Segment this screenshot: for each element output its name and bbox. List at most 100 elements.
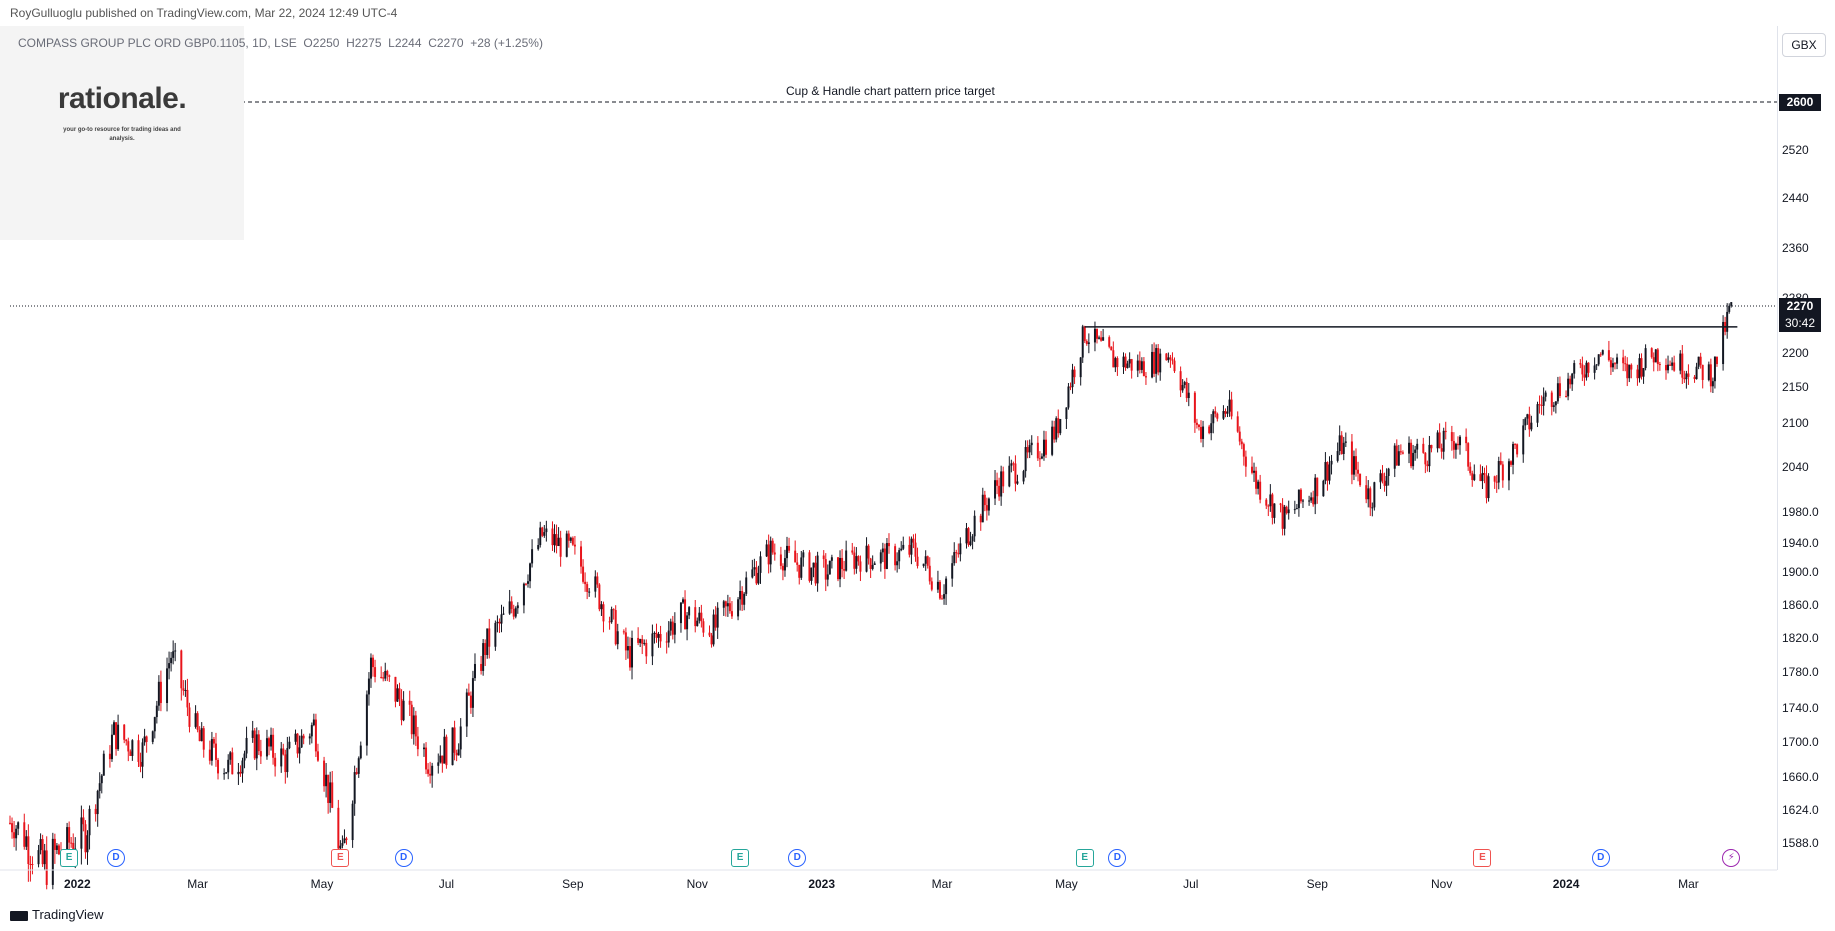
candle-body xyxy=(451,727,454,766)
candle-body xyxy=(1499,461,1502,465)
candle-body xyxy=(1216,413,1219,419)
candle-body xyxy=(700,612,703,622)
candle-body xyxy=(1169,357,1172,360)
candle-body xyxy=(1556,383,1559,402)
event-marker-earnings_neg[interactable]: E xyxy=(331,849,350,867)
candle-body xyxy=(427,769,430,774)
candle-body xyxy=(416,736,419,750)
price-tick-label: 1700.0 xyxy=(1782,735,1819,749)
candle-body xyxy=(771,540,774,553)
candle-body xyxy=(1059,419,1062,434)
candle-body xyxy=(743,593,746,605)
candle-body xyxy=(414,715,417,737)
candle-body xyxy=(123,724,126,740)
price-tick-label: 2040 xyxy=(1782,460,1809,474)
candle-body xyxy=(212,739,215,744)
candle-body xyxy=(1308,500,1311,502)
candle-body xyxy=(1214,411,1217,414)
candle-body xyxy=(522,583,525,606)
logo-title: rationale. xyxy=(57,82,187,115)
time-tick-label: Mar xyxy=(187,877,208,891)
event-marker-split[interactable]: ⚡ xyxy=(1722,849,1741,867)
price-axis[interactable] xyxy=(1777,26,1835,870)
candle-body xyxy=(1726,311,1729,332)
candle-body xyxy=(429,773,432,776)
candle-body xyxy=(1297,489,1300,509)
candle-body xyxy=(88,808,91,836)
candle-body xyxy=(223,773,226,775)
candle-body xyxy=(879,552,882,564)
event-marker-dividend[interactable]: D xyxy=(788,849,807,867)
candle-body xyxy=(1667,364,1670,371)
candle-body xyxy=(1585,362,1588,378)
event-marker-dividend[interactable]: D xyxy=(394,849,413,867)
candle-body xyxy=(529,563,532,582)
candle-body xyxy=(1265,499,1268,506)
candle-body xyxy=(1611,363,1614,368)
candle-body xyxy=(1357,469,1360,474)
candle-body xyxy=(1711,381,1714,387)
candle-body xyxy=(1240,441,1243,445)
candle-body xyxy=(1153,351,1156,374)
event-marker-earnings[interactable]: E xyxy=(731,849,750,867)
candle-body xyxy=(814,562,817,584)
time-tick-label: Jul xyxy=(1183,877,1199,891)
candle-body xyxy=(82,817,85,825)
candle-body xyxy=(1285,506,1288,514)
candle-body xyxy=(1083,326,1086,342)
candle-body xyxy=(557,537,560,546)
candle-body xyxy=(1587,362,1590,373)
candle-body xyxy=(1709,364,1712,387)
candle-body xyxy=(184,689,187,691)
time-tick-label: Nov xyxy=(686,877,708,891)
event-marker-earnings[interactable]: E xyxy=(60,849,79,867)
candle-body xyxy=(459,726,462,750)
candle-body xyxy=(531,549,534,564)
event-marker-dividend[interactable]: D xyxy=(107,849,126,867)
currency-button[interactable]: GBX xyxy=(1782,33,1826,57)
candle-body xyxy=(573,544,576,547)
candle-body xyxy=(571,537,574,545)
price-tick-label: 1588.0 xyxy=(1782,836,1819,850)
candle-body xyxy=(1450,432,1453,442)
candle-body xyxy=(1609,360,1612,368)
candle-body xyxy=(196,713,199,730)
candle-body xyxy=(788,545,791,551)
candle-body xyxy=(728,603,731,612)
candle-body xyxy=(598,584,601,610)
candle-body xyxy=(1359,473,1362,486)
candle-body xyxy=(781,565,784,571)
candle-body xyxy=(1373,482,1376,508)
candle-body xyxy=(612,609,615,611)
candle-body xyxy=(1687,373,1690,377)
candle-body xyxy=(582,566,585,582)
candle-body xyxy=(255,734,258,759)
event-marker-dividend[interactable]: D xyxy=(1108,849,1127,867)
candle-body xyxy=(353,772,356,804)
candle-body xyxy=(802,552,805,558)
candle-body xyxy=(594,576,597,592)
candle-body xyxy=(141,742,144,767)
candle-body xyxy=(372,657,375,668)
candle-body xyxy=(983,494,986,506)
candle-body xyxy=(524,583,527,585)
event-marker-dividend[interactable]: D xyxy=(1591,849,1610,867)
candle-body xyxy=(296,733,299,754)
candle-body xyxy=(755,567,758,584)
event-marker-earnings[interactable]: E xyxy=(1075,849,1094,867)
candle-body xyxy=(1522,425,1525,455)
candle-body xyxy=(682,599,685,603)
candle-body xyxy=(174,650,177,652)
event-marker-earnings_neg[interactable]: E xyxy=(1473,849,1492,867)
candle-body xyxy=(496,621,499,623)
candle-body xyxy=(1167,357,1170,361)
time-tick-label: Jul xyxy=(438,877,455,891)
candle-body xyxy=(845,550,848,571)
candle-body xyxy=(1022,471,1025,482)
candle-body xyxy=(257,734,260,752)
candle-body xyxy=(1122,356,1125,368)
candle-body xyxy=(408,700,411,705)
candle-body xyxy=(457,749,460,756)
candle-body xyxy=(86,835,89,853)
